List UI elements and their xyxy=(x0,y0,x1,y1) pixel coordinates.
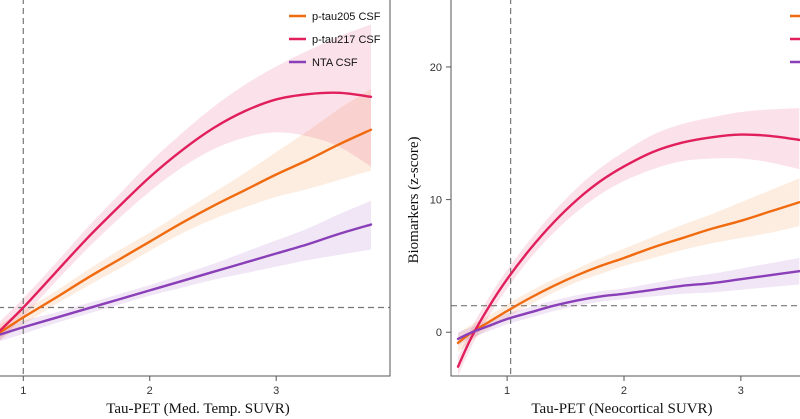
left-panel: 1 2 3 p-tau205 CSF p-tau217 CSF NTA CSF Tau-… xyxy=(0,0,391,417)
right-x-tick-label: 3 xyxy=(738,385,744,397)
right-y-tick-label: 0 xyxy=(436,327,442,339)
left-x-tick-label: 3 xyxy=(273,385,279,397)
right-y-tick-label: 20 xyxy=(430,62,442,74)
right-line-nta-csf xyxy=(456,270,800,341)
right-lines xyxy=(456,133,800,368)
legend-label-nta-csf: NTA CSF xyxy=(312,57,358,69)
right-x-tick-label: 2 xyxy=(621,385,627,397)
left-legend: p-tau205 CSF p-tau217 CSF NTA CSF xyxy=(289,11,381,69)
left-x-tick-label: 1 xyxy=(20,385,26,397)
left-x-tick-label: 2 xyxy=(147,385,153,397)
left-plot-frame xyxy=(0,0,391,377)
legend-label-p-tau205-csf: p-tau205 CSF xyxy=(312,11,381,23)
right-band-p-tau217-csf xyxy=(458,108,800,376)
right-x-tick-label: 1 xyxy=(504,385,510,397)
right-ticks: 1 2 3 0 10 20 xyxy=(430,62,744,397)
right-panel: 1 2 3 0 10 20 Tau-PET (Neocortical SUVR) Biom… xyxy=(406,0,800,417)
right-band-nta-csf xyxy=(458,257,800,346)
right-reflines xyxy=(451,0,800,376)
legend-label-p-tau217-csf: p-tau217 CSF xyxy=(312,34,381,46)
left-x-axis-title: Tau-PET (Med. Temp. SUVR) xyxy=(106,401,290,417)
left-bands xyxy=(0,24,372,342)
right-x-axis-title: Tau-PET (Neocortical SUVR) xyxy=(531,401,712,417)
right-line-p-tau205-csf xyxy=(456,201,800,345)
right-y-tick-label: 10 xyxy=(430,195,442,207)
left-band-p-tau205-csf xyxy=(0,88,372,341)
right-band-p-tau205-csf xyxy=(458,178,800,353)
right-plot-frame xyxy=(450,0,800,377)
left-line-p-tau217-csf xyxy=(0,91,373,333)
right-y-axis-title: Biomarkers (z-score) xyxy=(406,136,422,263)
right-bands xyxy=(458,108,800,376)
right-line-p-tau217-csf xyxy=(456,133,800,368)
left-ticks: 1 2 3 xyxy=(20,376,279,397)
left-line-p-tau205-csf xyxy=(0,128,373,334)
left-line-nta-csf xyxy=(0,223,373,336)
left-band-p-tau217-csf xyxy=(0,24,372,340)
left-reflines xyxy=(0,0,390,376)
right-legend xyxy=(790,14,800,64)
left-lines xyxy=(0,91,373,336)
